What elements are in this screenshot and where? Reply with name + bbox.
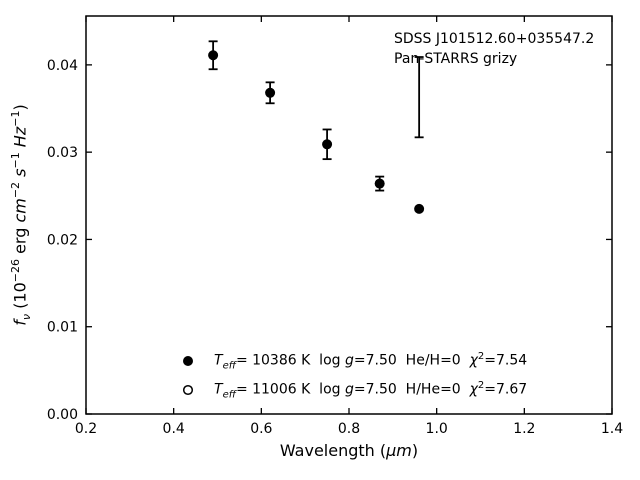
x-tick-label: 1.0 — [426, 421, 448, 437]
x-tick-label: 1.2 — [513, 421, 535, 437]
x-tick-label: 0.6 — [250, 421, 272, 437]
legend-entry-model-2: Teff= 11006 K log g=7.50 H/He=0 χ2=7.67 — [182, 379, 528, 401]
y-tick-label: 0.04 — [47, 58, 78, 74]
data-point — [265, 87, 276, 98]
data-point — [414, 203, 425, 214]
y-tick-label: 0.01 — [47, 320, 78, 336]
x-tick-label: 1.4 — [601, 421, 623, 437]
open-circle-icon — [182, 384, 194, 396]
annotation-object-name: SDSS J101512.60+035547.2 — [394, 31, 595, 47]
filled-circle-icon — [183, 356, 193, 366]
x-tick-label: 0.8 — [338, 421, 360, 437]
x-axis-label: Wavelength (μm) — [279, 441, 419, 460]
x-tick-label: 0.4 — [163, 421, 185, 437]
y-axis-label: fν (10−26 erg cm−2 s−1 Hz−1) — [9, 104, 33, 326]
x-tick-label: 0.2 — [75, 421, 97, 437]
y-tick-label: 0.02 — [47, 232, 78, 248]
data-point — [208, 50, 219, 61]
legend-label-model-2: Teff= 11006 K log g=7.50 H/He=0 χ2=7.67 — [214, 379, 528, 401]
target-annotation: SDSS J101512.60+035547.2 Pan-STARRS griz… — [394, 29, 594, 69]
legend-label-model-1: Teff= 10386 K log g=7.50 He/H=0 χ2=7.54 — [214, 350, 528, 372]
y-tick-label: 0.00 — [47, 407, 78, 423]
y-tick-label: 0.03 — [47, 145, 78, 161]
data-point — [322, 139, 333, 150]
annotation-survey-bands: Pan-STARRS grizy — [394, 51, 518, 67]
data-point — [374, 178, 385, 189]
legend-entry-model-1: Teff= 10386 K log g=7.50 He/H=0 χ2=7.54 — [182, 350, 528, 372]
